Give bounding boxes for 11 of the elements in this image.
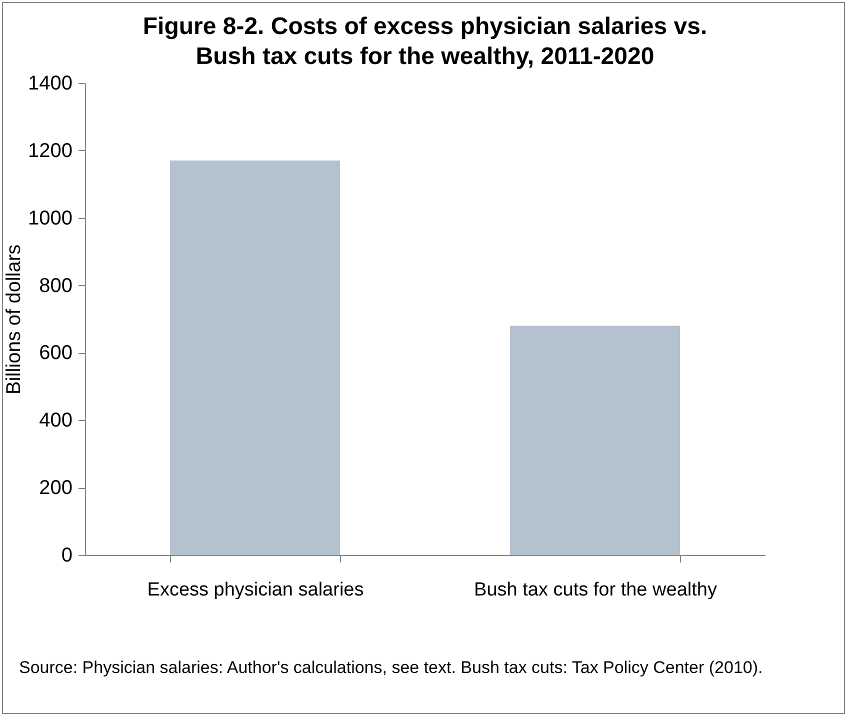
y-tick-label: 0 — [61, 544, 72, 566]
source-note: Source: Physician salaries: Author's calculations, see text. Bush tax cuts: Tax Policy Center (2010). — [19, 657, 764, 679]
chart-title: Figure 8-2. Costs of excess physician salaries vs. Bush tax cuts for the wealthy, 2011-2020 — [142, 13, 708, 70]
y-tick-label: 200 — [39, 477, 72, 500]
y-tick-label: 600 — [39, 342, 72, 364]
y-tick-label: 800 — [39, 274, 72, 297]
y-tick-label: 1400 — [28, 72, 72, 94]
y-axis-title: Billions of dollars — [3, 244, 26, 395]
y-tick-label: 1000 — [28, 207, 72, 230]
y-tick-label: 400 — [39, 410, 72, 432]
y-tick-label: 1200 — [28, 140, 72, 162]
